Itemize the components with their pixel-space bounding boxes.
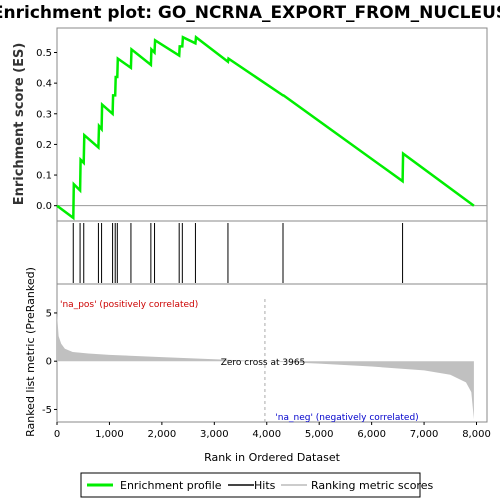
- ranked-y-tick-label: 0: [46, 357, 52, 368]
- ranked-panel-frame: [56, 283, 488, 423]
- es-y-tick-label: 0.0: [36, 201, 52, 212]
- enrichment-profile-line: [56, 34, 475, 221]
- es-y-tick-label: 0.1: [36, 171, 52, 182]
- x-tick-label: 7,000: [410, 429, 439, 440]
- es-y-axis: 0.0 0.1 0.2 0.3 0.4 0.5: [36, 48, 57, 212]
- es-y-tick-label: 0.3: [36, 109, 52, 120]
- x-tick-label: 6,000: [357, 429, 386, 440]
- enrichment-panel-frame: [56, 27, 488, 222]
- legend: Enrichment profile Hits Ranking metric sco…: [87, 479, 433, 492]
- ranked-y-tick-label: 5: [46, 308, 52, 319]
- zero-cross-label: Zero cross at 3965: [221, 358, 306, 368]
- x-tick-label: 3,000: [200, 429, 229, 440]
- x-tick-label: 5,000: [305, 429, 334, 440]
- x-tick-label: 0: [54, 429, 60, 440]
- hits-panel-frame: [56, 220, 488, 285]
- x-axis-label: Rank in Ordered Dataset: [204, 451, 341, 464]
- es-y-tick-label: 0.2: [36, 140, 52, 151]
- x-tick-label: 1,000: [95, 429, 124, 440]
- x-axis: 0 1,000 2,000 3,000 4,000 5,000 6,000 7,000 8,00…: [54, 422, 491, 440]
- x-tick-label: 8,000: [462, 429, 491, 440]
- ranked-metric-area: [57, 313, 474, 420]
- x-tick-label: 4,000: [252, 429, 281, 440]
- legend-label: Enrichment profile: [120, 479, 222, 492]
- chart-title: Enrichment plot: GO_NCRNA_EXPORT_FROM_NU…: [0, 3, 500, 23]
- legend-label: Hits: [254, 479, 276, 492]
- es-y-axis-label: Enrichment score (ES): [12, 43, 27, 206]
- positive-correlation-label: 'na_pos' (positively correlated): [60, 300, 198, 310]
- ranked-y-axis: -5 0 5: [42, 308, 57, 416]
- ranked-y-tick-label: -5: [42, 405, 52, 416]
- ranked-y-axis-label: Ranked list metric (PreRanked): [24, 267, 37, 437]
- es-y-tick-label: 0.5: [36, 48, 52, 59]
- negative-correlation-label: 'na_neg' (negatively correlated): [275, 413, 418, 423]
- hits-panel: [72, 223, 404, 283]
- x-tick-label: 2,000: [148, 429, 177, 440]
- es-y-tick-label: 0.4: [36, 79, 52, 90]
- legend-label: Ranking metric scores: [311, 479, 433, 492]
